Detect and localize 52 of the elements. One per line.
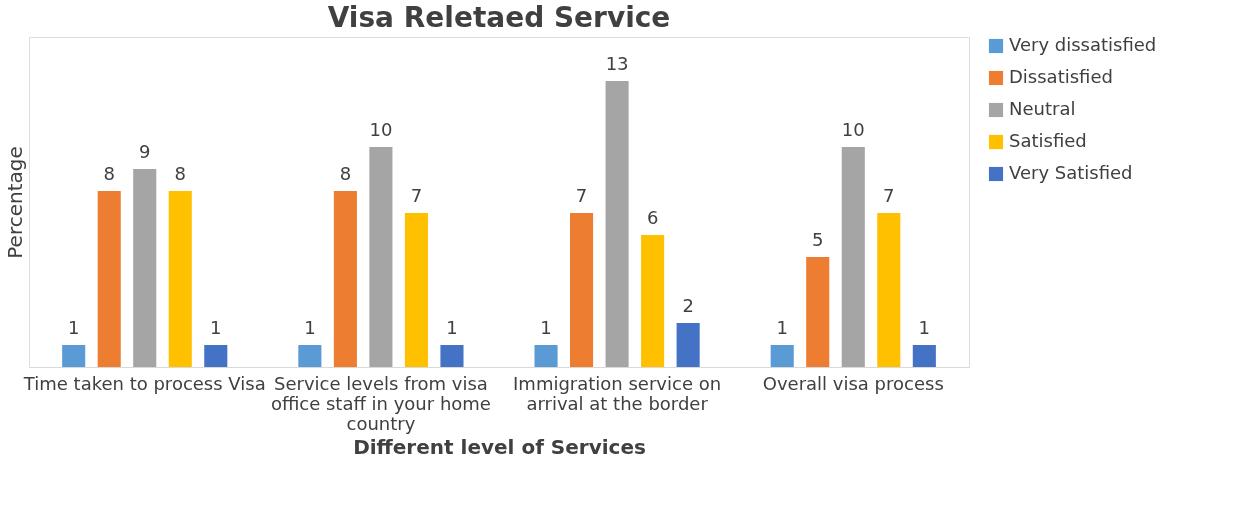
bar [133, 169, 157, 367]
bar [912, 345, 936, 367]
data-label: 7 [575, 185, 588, 206]
bar [770, 345, 794, 367]
y-axis-title: Percentage [2, 146, 27, 259]
data-label: 1 [776, 317, 788, 338]
data-label: 1 [210, 317, 222, 338]
bar [62, 345, 86, 367]
data-label: 8 [174, 163, 186, 184]
legend-label: Dissatisfied [1009, 66, 1113, 87]
bar [204, 345, 228, 367]
legend-label: Very dissatisfied [1009, 34, 1157, 55]
bar [641, 235, 665, 367]
legend-label: Satisfied [1009, 130, 1087, 151]
legend-label: Very Satisfied [1009, 162, 1133, 183]
bar [806, 257, 830, 367]
bar [168, 191, 192, 367]
data-label: 1 [304, 317, 316, 338]
x-tick-label: Time taken to process Visa [22, 372, 266, 394]
data-label: 6 [646, 207, 659, 228]
data-label: 1 [446, 317, 458, 338]
data-label: 1 [918, 317, 931, 338]
data-label: 10 [369, 119, 393, 140]
chart-title: Visa Reletaed Service [327, 1, 671, 34]
data-label: 8 [103, 163, 115, 184]
x-tick-label: Service levels from visa office staff in your home country [270, 372, 491, 434]
bar [841, 147, 865, 367]
bar [298, 345, 322, 367]
bar [97, 191, 121, 367]
legend-label: Neutral [1009, 98, 1076, 119]
x-tick-label: Overall visa process [762, 372, 944, 394]
bar [570, 213, 594, 367]
data-label: 1 [540, 317, 552, 338]
data-label: 5 [812, 229, 824, 250]
data-label: 7 [883, 185, 895, 206]
bar [877, 213, 901, 367]
data-label: 10 [841, 119, 865, 140]
data-label: 9 [139, 141, 151, 162]
bar [676, 323, 700, 367]
bar [440, 345, 464, 367]
data-label: 2 [682, 295, 694, 316]
data-label: 7 [410, 185, 423, 206]
data-label: 1 [67, 317, 80, 338]
bar [534, 345, 558, 367]
x-tick-label: Immigration service on arrival at the border [513, 372, 722, 414]
bar [404, 213, 428, 367]
bar [369, 147, 393, 367]
data-label: 13 [605, 53, 629, 74]
data-label: 8 [339, 163, 352, 184]
x-axis-title: Different level of Services [353, 434, 646, 459]
bar [605, 81, 629, 367]
bar [333, 191, 357, 367]
